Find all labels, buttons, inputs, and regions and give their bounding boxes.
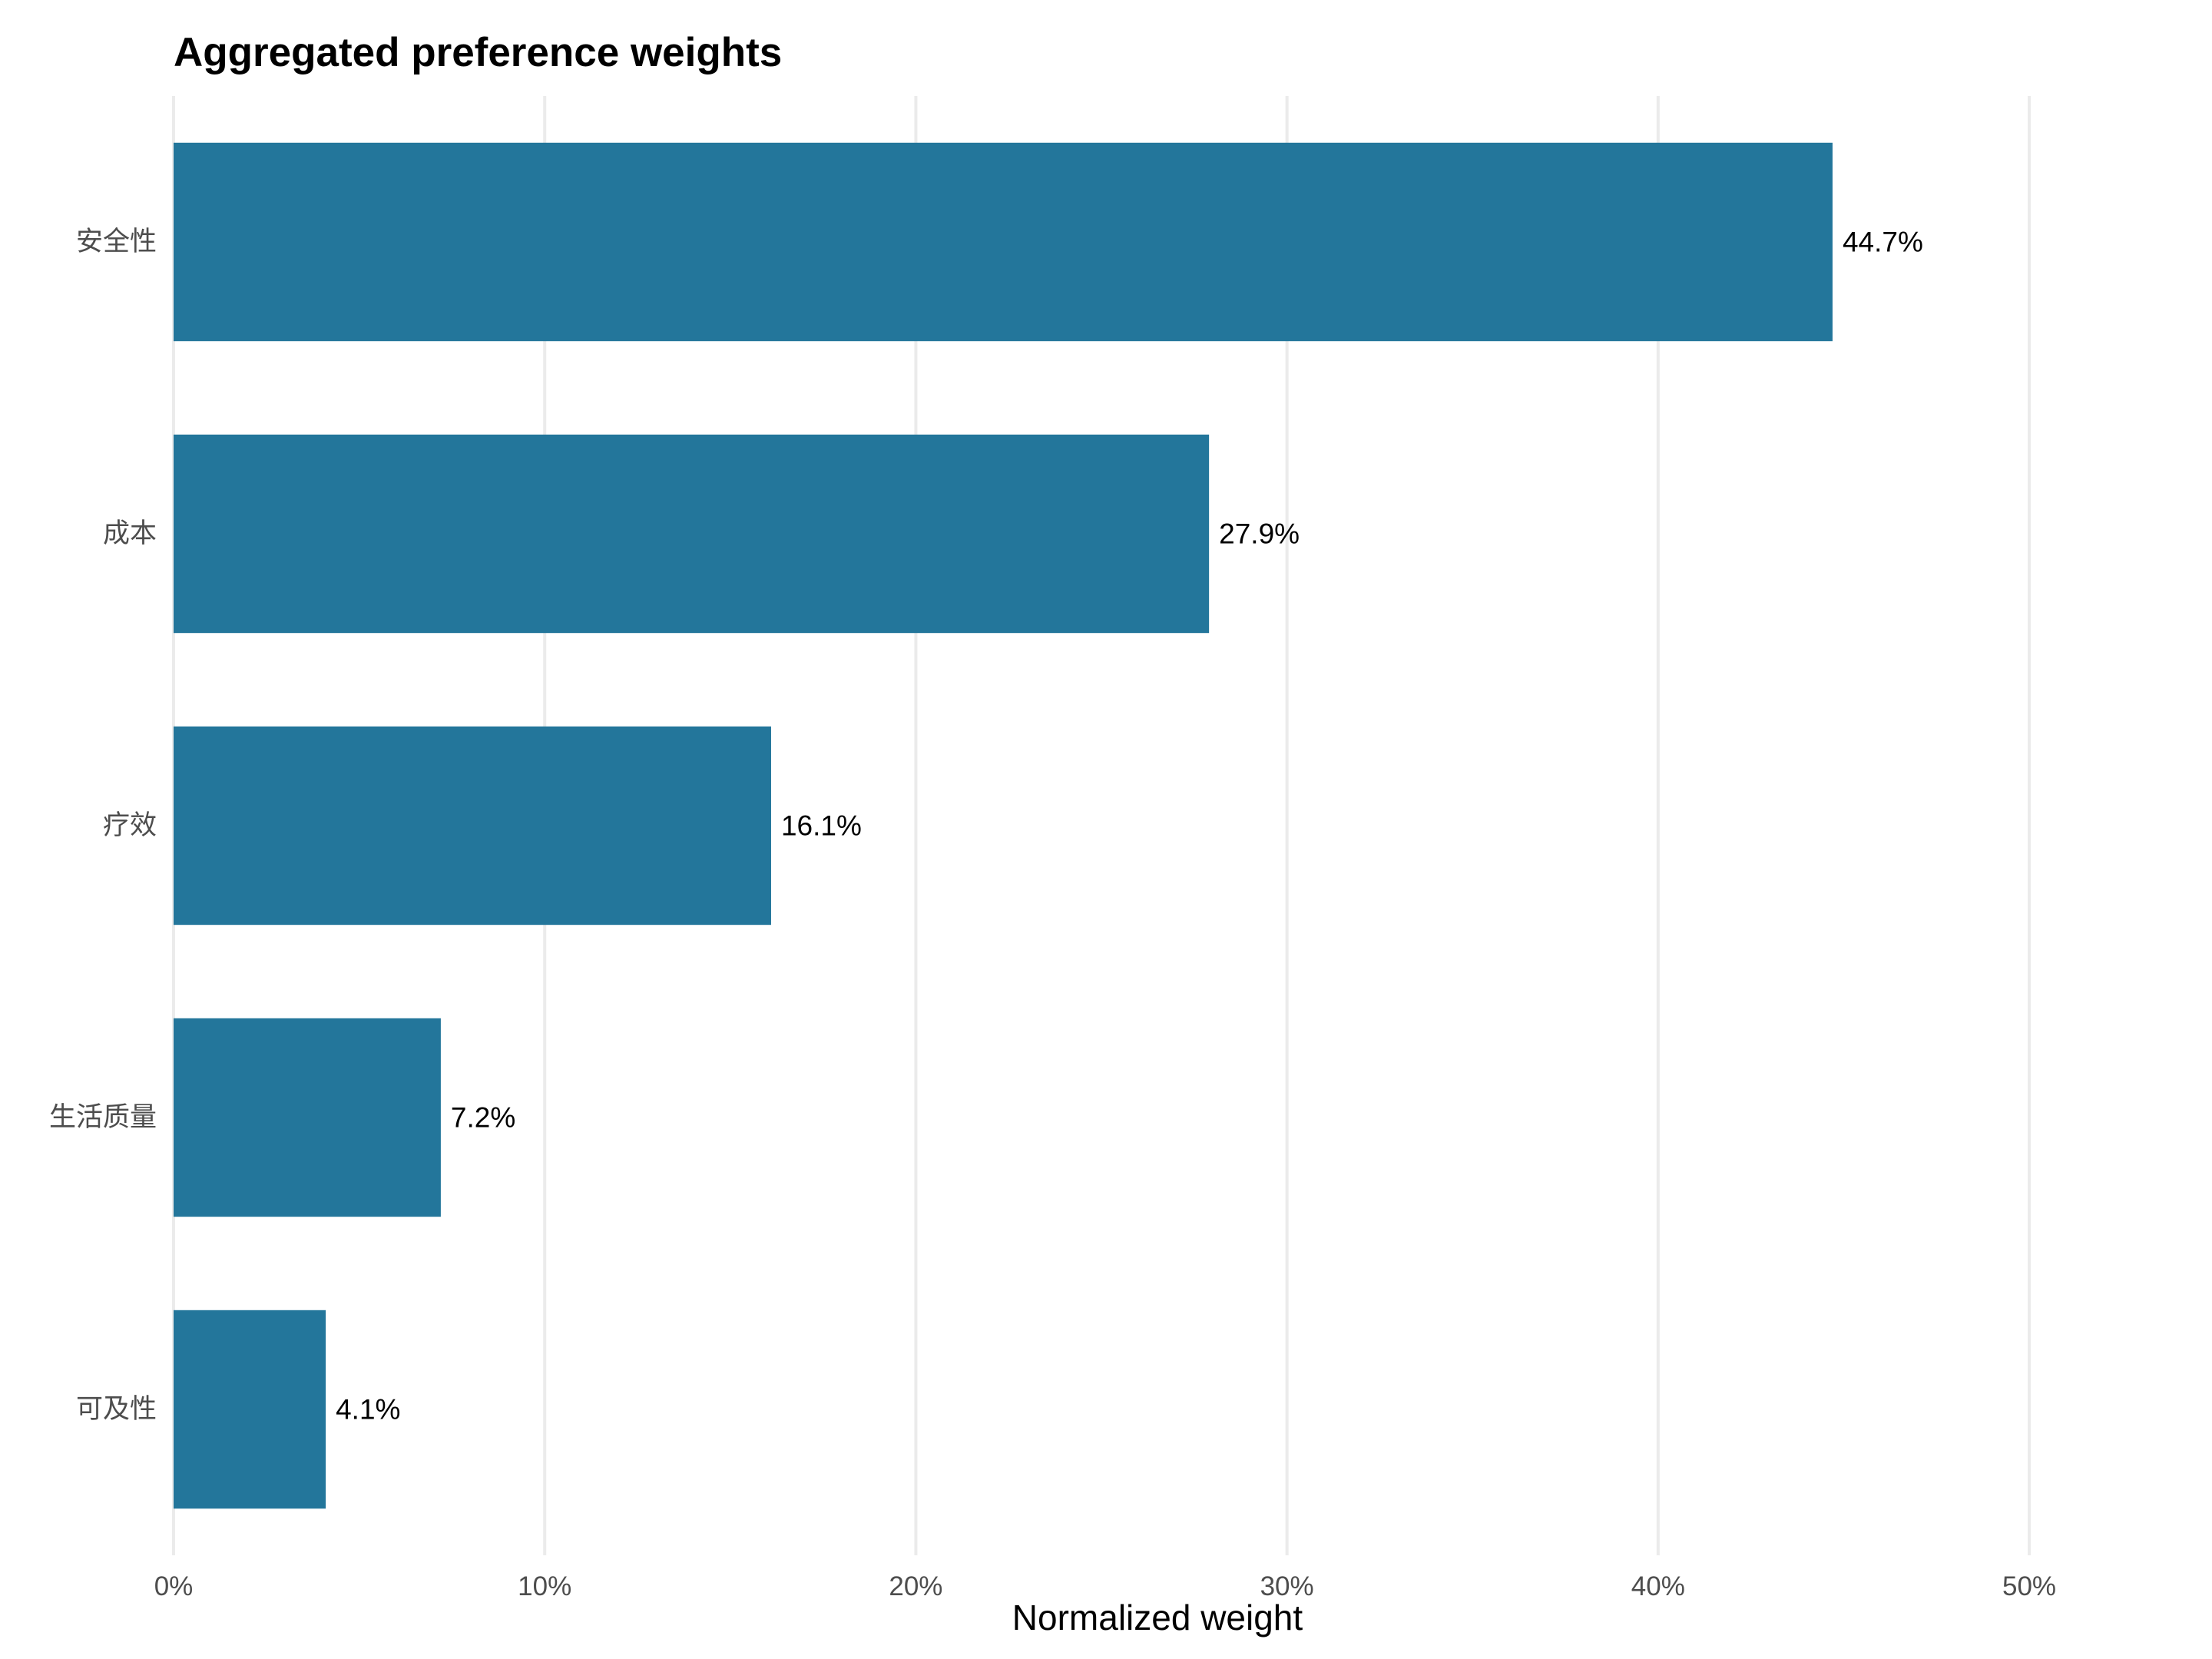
- y-tick-label: 生活质量: [49, 1102, 157, 1133]
- bar-value-label: 4.1%: [336, 1394, 400, 1426]
- label-layer: 44.7% 27.9% 16.1% 7.2% 4.1%: [336, 227, 1923, 1426]
- y-tick-label: 疗效: [103, 810, 157, 841]
- x-tick-label: 40%: [1631, 1571, 1685, 1601]
- x-tick-label: 20%: [889, 1571, 942, 1601]
- bar: [174, 726, 771, 926]
- bar: [174, 1018, 441, 1217]
- x-axis-title: Normalized weight: [1012, 1598, 1303, 1637]
- bar: [174, 434, 1210, 634]
- bar-value-label: 44.7%: [1843, 227, 1923, 258]
- bar-value-label: 27.9%: [1219, 518, 1300, 550]
- y-tick-label: 可及性: [76, 1394, 157, 1425]
- bar: [174, 1310, 326, 1509]
- x-tick-label: 30%: [1260, 1571, 1314, 1601]
- x-tick-label: 10%: [518, 1571, 571, 1601]
- bar-value-label: 16.1%: [781, 810, 862, 842]
- chart-title: Aggregated preference weights: [174, 30, 783, 75]
- y-tick-label: 安全性: [76, 227, 157, 257]
- bar-value-label: 7.2%: [451, 1102, 515, 1134]
- bar-layer: [174, 142, 1833, 1509]
- x-tick-label: 0%: [154, 1571, 194, 1601]
- y-tick-label: 成本: [103, 518, 157, 549]
- bar: [174, 142, 1833, 342]
- x-tick-label: 50%: [2002, 1571, 2056, 1601]
